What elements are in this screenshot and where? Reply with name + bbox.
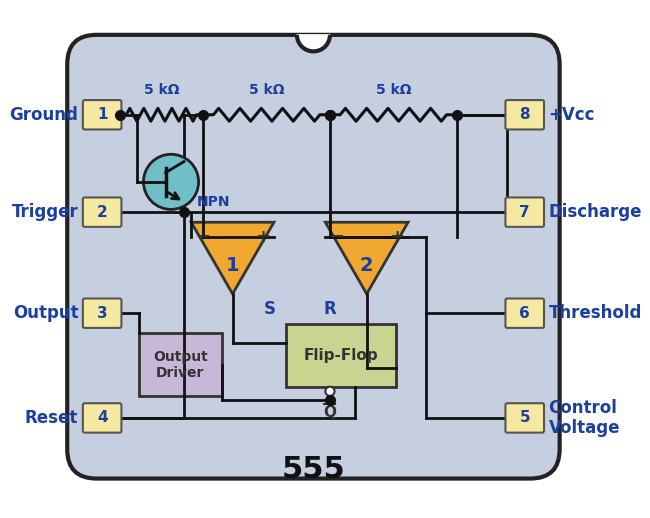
Text: +: + [389, 228, 404, 246]
Text: 2: 2 [97, 205, 107, 220]
Text: Flip-Flop: Flip-Flop [304, 348, 378, 363]
Wedge shape [297, 35, 330, 51]
Polygon shape [191, 222, 274, 294]
FancyBboxPatch shape [83, 100, 122, 130]
FancyBboxPatch shape [506, 298, 544, 328]
FancyBboxPatch shape [139, 334, 222, 396]
Text: Ground: Ground [9, 106, 78, 124]
Text: 8: 8 [519, 107, 530, 122]
FancyBboxPatch shape [83, 298, 122, 328]
Text: +Vcc: +Vcc [549, 106, 595, 124]
Text: 5: 5 [519, 410, 530, 425]
Text: +: + [255, 228, 270, 246]
Text: 6: 6 [519, 306, 530, 321]
Text: Output
Driver: Output Driver [153, 350, 207, 380]
FancyBboxPatch shape [67, 35, 560, 479]
Text: −: − [329, 228, 344, 246]
Text: 4: 4 [97, 410, 107, 425]
Text: Output: Output [12, 304, 78, 322]
Text: NPN: NPN [197, 195, 230, 209]
FancyBboxPatch shape [506, 197, 544, 227]
FancyBboxPatch shape [83, 197, 122, 227]
Text: Reset: Reset [25, 409, 78, 427]
FancyBboxPatch shape [506, 100, 544, 130]
Text: 7: 7 [519, 205, 530, 220]
Text: 5 kΩ: 5 kΩ [376, 83, 411, 97]
Circle shape [144, 154, 199, 209]
Circle shape [326, 387, 335, 396]
Text: −: − [195, 228, 210, 246]
Text: 3: 3 [97, 306, 107, 321]
Text: R: R [324, 299, 336, 318]
Text: Q: Q [324, 405, 337, 420]
Text: 5 kΩ: 5 kΩ [144, 83, 179, 97]
Text: Trigger: Trigger [12, 203, 78, 221]
Text: 1: 1 [97, 107, 107, 122]
FancyBboxPatch shape [286, 324, 396, 387]
Text: 5 kΩ: 5 kΩ [249, 83, 284, 97]
Text: 1: 1 [226, 256, 239, 275]
Text: S: S [263, 299, 276, 318]
Text: Threshold: Threshold [549, 304, 642, 322]
Text: Control
Voltage: Control Voltage [549, 398, 620, 437]
Text: 2: 2 [360, 256, 374, 275]
Polygon shape [326, 222, 408, 294]
FancyBboxPatch shape [506, 403, 544, 433]
Text: 555: 555 [281, 455, 345, 484]
Text: Discharge: Discharge [549, 203, 642, 221]
FancyBboxPatch shape [83, 403, 122, 433]
